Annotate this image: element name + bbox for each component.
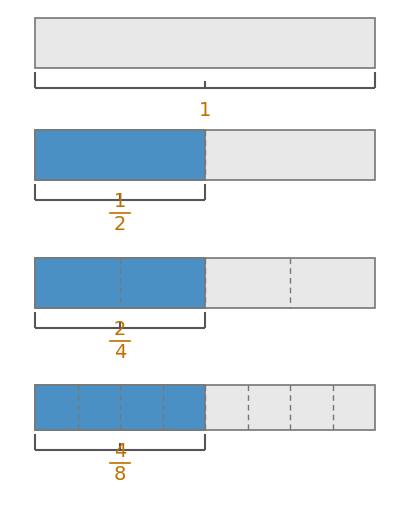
Bar xyxy=(35,385,205,430)
Text: 2: 2 xyxy=(114,320,126,339)
Bar xyxy=(35,258,375,308)
Text: 4: 4 xyxy=(114,343,126,362)
Text: 1: 1 xyxy=(114,192,126,211)
Bar xyxy=(35,258,205,308)
Text: 1: 1 xyxy=(199,101,211,120)
Text: 2: 2 xyxy=(114,215,126,234)
Bar xyxy=(35,18,375,68)
Bar xyxy=(35,385,375,430)
Bar xyxy=(35,130,375,180)
Text: 4: 4 xyxy=(114,442,126,461)
Text: 8: 8 xyxy=(114,465,126,484)
Bar xyxy=(35,130,205,180)
